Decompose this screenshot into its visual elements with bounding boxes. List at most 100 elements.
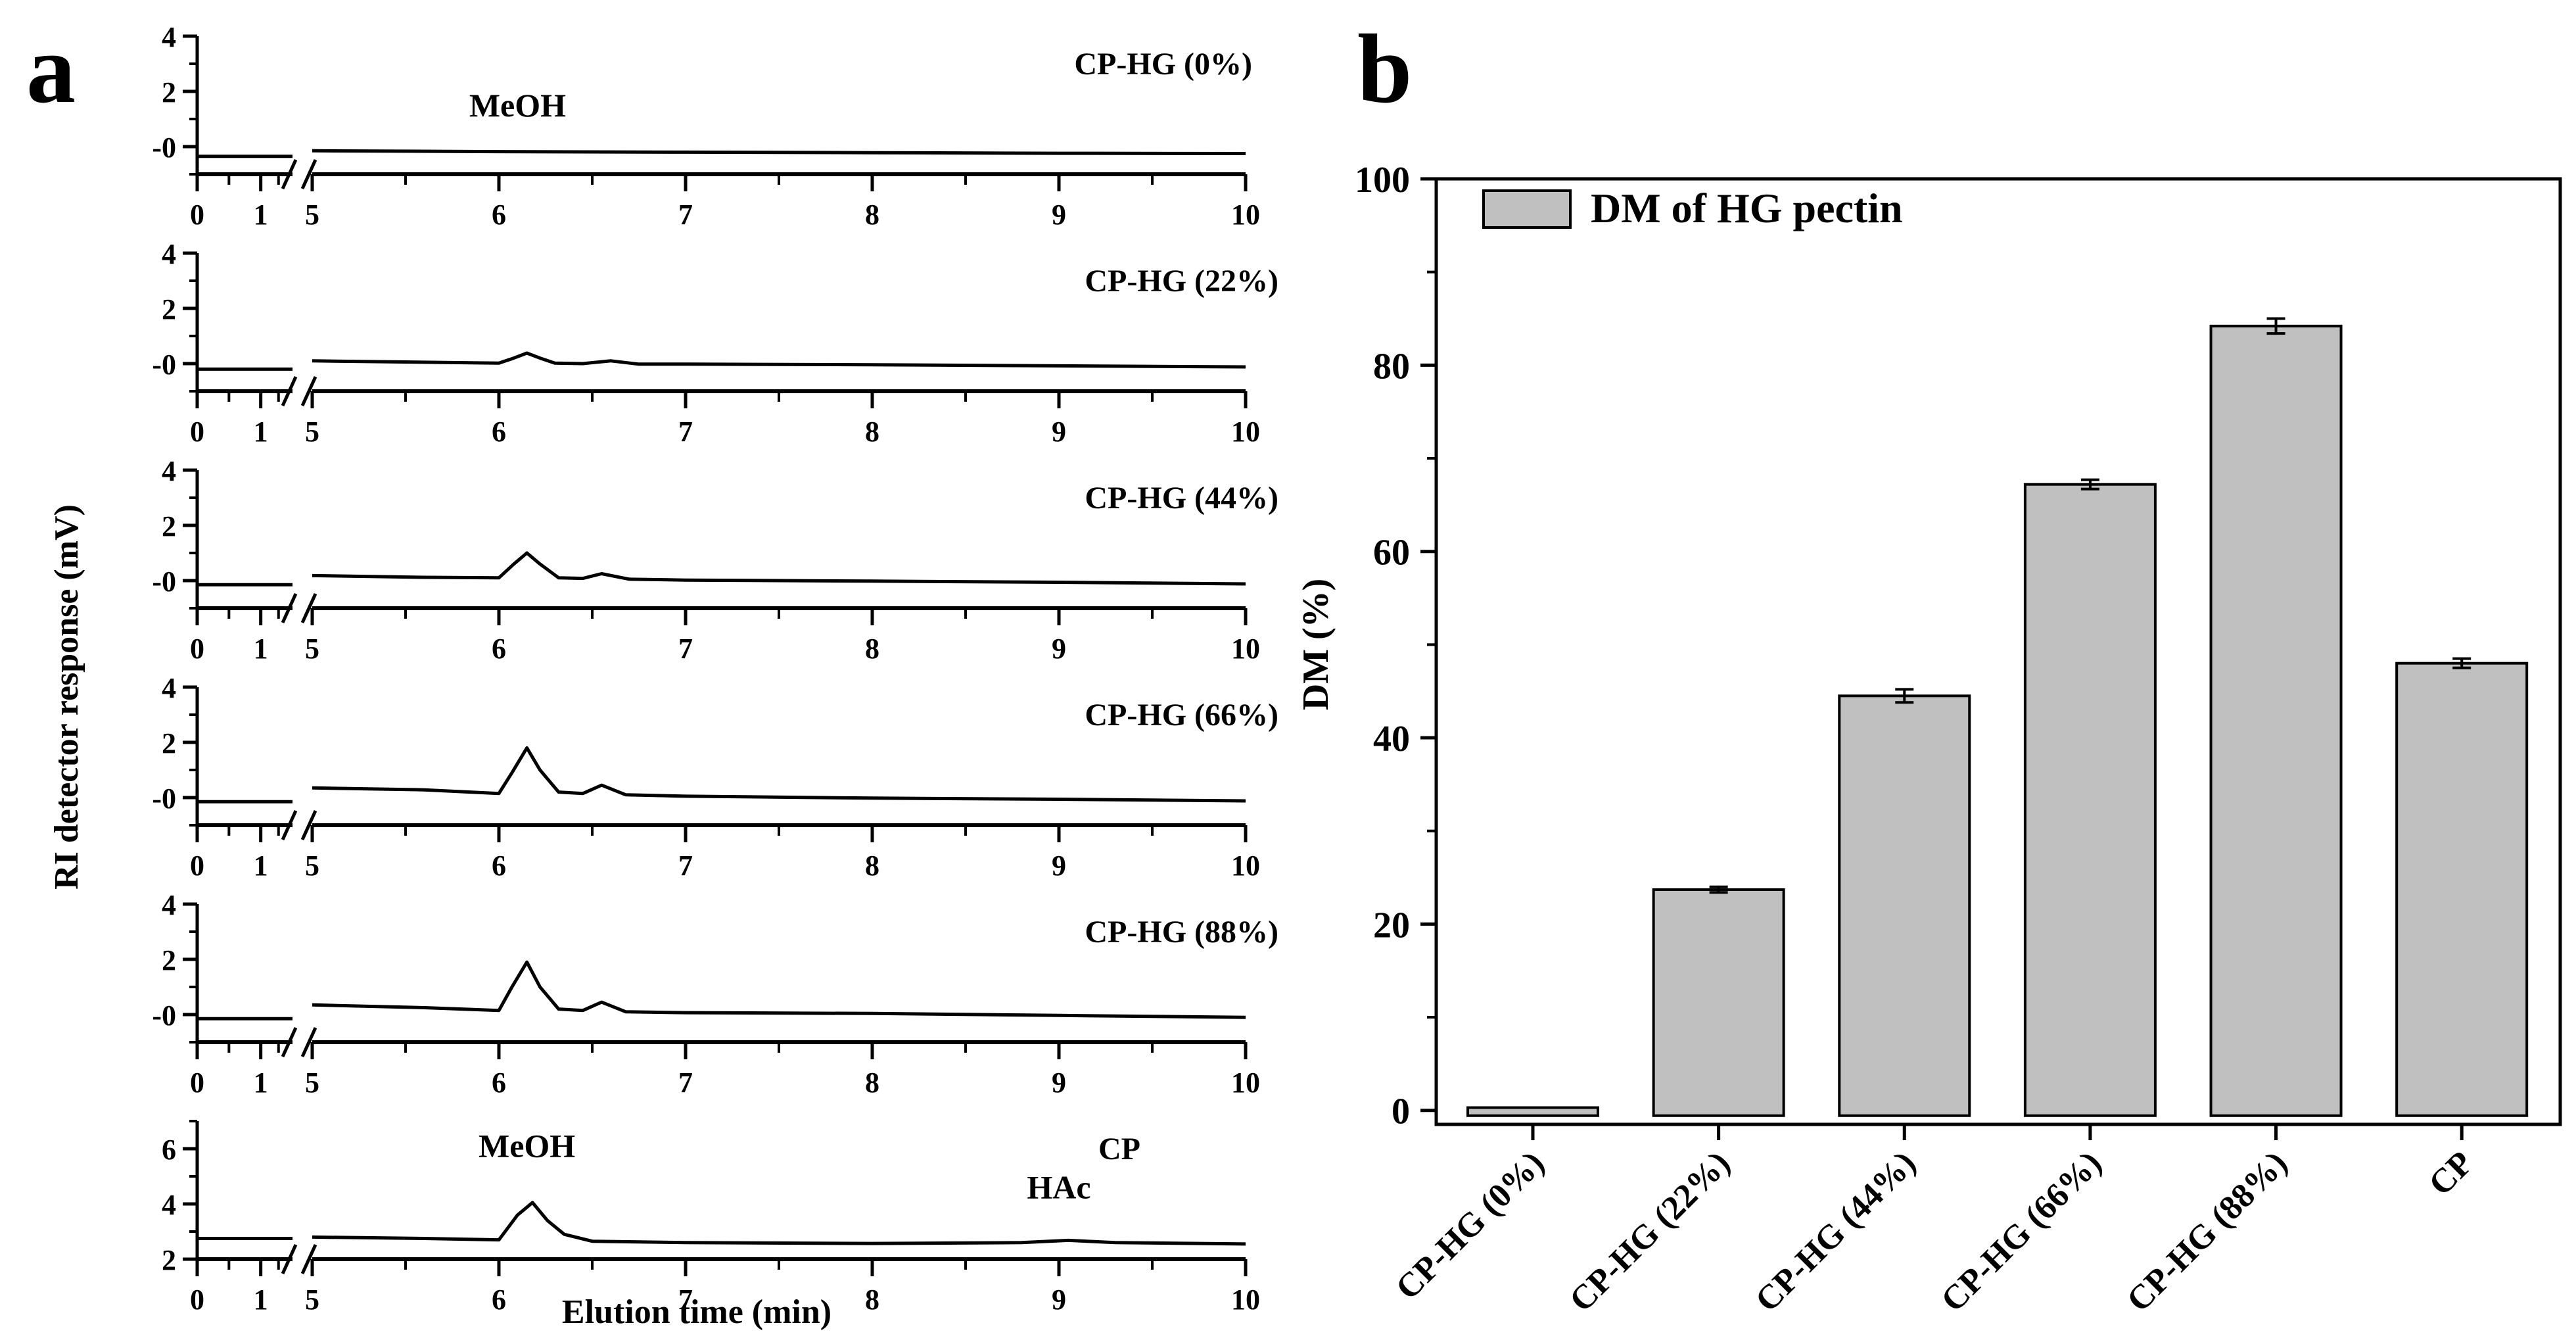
x-tick-label: 10 [1231, 1284, 1260, 1316]
x-tick-label: 10 [1231, 416, 1260, 448]
x-tick-label: 0 [190, 199, 204, 231]
trace-segment-post-break [312, 746, 1246, 803]
axis-break-mark [281, 1026, 298, 1058]
y-tick-label: 2 [162, 76, 176, 108]
y-tick-label: -0 [152, 782, 176, 815]
panel-b-label: b [1357, 14, 1412, 124]
trace-segment-post-break [312, 960, 1246, 1019]
bar [2023, 483, 2157, 1117]
x-tick-label: 10 [1231, 850, 1260, 882]
peak-annotation: MeOH [479, 1128, 575, 1164]
trace-segment-post-break [312, 551, 1246, 586]
x-tick-label: 0 [190, 1284, 204, 1316]
x-tick-label: 5 [305, 1067, 319, 1099]
x-tick-label: 1 [254, 633, 268, 665]
y-tick-label: 4 [162, 672, 176, 704]
x-tick-label: 8 [865, 199, 879, 231]
x-tick-label: 6 [492, 1284, 506, 1316]
y-tick-label: 80 [1373, 346, 1410, 387]
x-tick-label: 7 [678, 1284, 693, 1316]
y-tick-label: -0 [152, 565, 176, 598]
panel-a-label: a [26, 14, 76, 124]
x-tick-label: 8 [865, 1067, 879, 1099]
y-tick-label: 2 [162, 293, 176, 325]
x-tick-label: 0 [190, 850, 204, 882]
x-tick-label: 8 [865, 416, 879, 448]
trace-segment-post-break [312, 149, 1246, 155]
x-tick-label: 6 [492, 633, 506, 665]
x-tick-label: 8 [865, 633, 879, 665]
x-tick-label: CP-HG (22%) [1562, 1144, 1737, 1319]
y-tick-label: 100 [1355, 160, 1410, 201]
x-tick-label: CP-HG (0%) [1389, 1144, 1552, 1307]
x-tick-label: 5 [305, 1284, 319, 1316]
x-tick-label: 9 [1052, 850, 1066, 882]
x-tick-label: 1 [254, 199, 268, 231]
bar [1466, 1106, 1599, 1117]
chromatogram-1: -0 2 4 0 1 5 6 7 8 9 10 CP-HG (0%) MeOH [152, 21, 1260, 231]
y-tick-label: 60 [1373, 533, 1410, 573]
y-tick-label: -0 [152, 132, 176, 164]
y-tick-label: 0 [1392, 1092, 1410, 1132]
axis-break-mark [281, 375, 298, 407]
x-tick-label: 6 [492, 416, 506, 448]
series-title: CP-HG (88%) [1085, 915, 1278, 949]
axis-break-mark [300, 1243, 317, 1275]
legend-swatch [1482, 189, 1572, 229]
x-tick-label: 9 [1052, 199, 1066, 231]
bar [1652, 888, 1785, 1117]
x-tick-label: 6 [492, 199, 506, 231]
y-tick-label: 20 [1373, 905, 1410, 946]
x-tick-label: 7 [678, 1067, 693, 1099]
panel-b-legend-label: DM of HG pectin [1591, 185, 1903, 231]
x-tick-label: CP [2422, 1144, 2480, 1203]
axis-break-mark [281, 1243, 298, 1275]
x-tick-label: 7 [678, 850, 693, 882]
chromatogram-5: -0 2 4 0 1 5 6 7 8 9 10 CP-HG (88%) [152, 889, 1278, 1099]
x-tick-label: 5 [305, 850, 319, 882]
x-tick-label: 7 [678, 633, 693, 665]
y-tick-label: 6 [162, 1134, 176, 1166]
axis-break-mark [300, 158, 317, 190]
x-tick-label: 0 [190, 633, 204, 665]
x-tick-label: 8 [865, 1284, 879, 1316]
axis-break-mark [300, 809, 317, 841]
y-tick-label: 4 [162, 21, 176, 53]
axis-break-mark [281, 158, 298, 190]
x-tick-label: 10 [1231, 633, 1260, 665]
panel-b-y-axis-label: DM (%) [1296, 579, 1336, 711]
chromatogram-6: 2 4 6 0 1 5 6 7 8 9 10 CP MeOH HAc [162, 1120, 1260, 1316]
y-tick-label: -0 [152, 999, 176, 1032]
peak-annotation: MeOH [469, 87, 566, 124]
y-tick-label: 4 [162, 455, 176, 487]
y-tick-label: 40 [1373, 719, 1410, 759]
x-tick-label: 9 [1052, 416, 1066, 448]
x-tick-label: 0 [190, 416, 204, 448]
series-title: CP-HG (44%) [1085, 481, 1278, 516]
panel-a-x-axis-label: Elution time (min) [562, 1293, 831, 1331]
bar [2395, 661, 2529, 1117]
x-tick-label: 9 [1052, 1067, 1066, 1099]
y-tick-label: 2 [162, 510, 176, 542]
x-tick-label: 1 [254, 1067, 268, 1099]
x-tick-label: CP-HG (44%) [1748, 1144, 1923, 1319]
y-tick-label: 2 [162, 944, 176, 976]
x-tick-label: CP-HG (66%) [1934, 1144, 2109, 1319]
x-tick-label: 8 [865, 850, 879, 882]
x-tick-label: 5 [305, 416, 319, 448]
y-tick-label: 4 [162, 1189, 176, 1221]
x-tick-label: 6 [492, 850, 506, 882]
y-tick-label: 4 [162, 889, 176, 921]
x-tick-label: 5 [305, 633, 319, 665]
y-tick-label: 2 [162, 727, 176, 759]
chromatogram-2: -0 2 4 0 1 5 6 7 8 9 10 CP-HG (22%) [152, 238, 1278, 448]
axis-break-mark [300, 1026, 317, 1058]
trace-segment-post-break [312, 1201, 1246, 1246]
panel-a-y-axis-label: RI detector response (mV) [48, 504, 85, 890]
x-tick-label: 9 [1052, 1284, 1066, 1316]
peak-annotation: HAc [1027, 1169, 1090, 1206]
x-tick-label: 0 [190, 1067, 204, 1099]
